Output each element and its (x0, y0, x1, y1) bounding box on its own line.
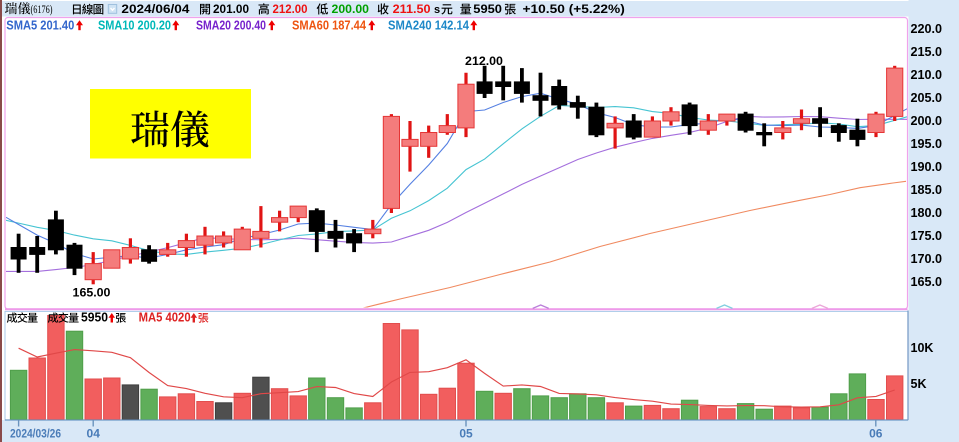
svg-text:5950: 5950 (473, 4, 502, 16)
svg-text:205.0: 205.0 (911, 91, 943, 105)
svg-text:SMA10 200.20: SMA10 200.20 (98, 18, 171, 33)
svg-text:195.0: 195.0 (911, 137, 943, 151)
svg-text:SMA60 187.44: SMA60 187.44 (292, 18, 367, 33)
svg-text:165.0: 165.0 (911, 275, 943, 289)
svg-text:200.0: 200.0 (911, 114, 943, 128)
svg-text:(6176): (6176) (31, 2, 53, 16)
svg-text:185.0: 185.0 (911, 183, 943, 197)
svg-text:190.0: 190.0 (911, 160, 943, 174)
svg-text:201.00: 201.00 (213, 4, 249, 16)
svg-text:180.0: 180.0 (911, 206, 943, 220)
svg-text:04: 04 (87, 427, 101, 441)
svg-text:10K: 10K (911, 341, 934, 355)
svg-text:220.0: 220.0 (911, 22, 943, 36)
svg-text:210.0: 210.0 (911, 68, 943, 82)
svg-text:170.0: 170.0 (911, 252, 943, 266)
svg-text:165.00: 165.00 (73, 286, 111, 300)
svg-text:175.0: 175.0 (911, 229, 943, 243)
svg-text:2024/03/26: 2024/03/26 (10, 427, 61, 441)
svg-text:200.00: 200.00 (332, 4, 370, 16)
svg-text:5950: 5950 (81, 311, 108, 325)
svg-text:211.50: 211.50 (393, 4, 431, 16)
svg-text:2024/06/04: 2024/06/04 (121, 4, 190, 16)
svg-text:212.00: 212.00 (465, 54, 503, 68)
svg-text:+10.50 (+5.22%): +10.50 (+5.22%) (523, 4, 626, 16)
svg-text:05: 05 (459, 427, 473, 441)
svg-text:MA5 4020: MA5 4020 (139, 311, 191, 325)
svg-text:s: s (434, 4, 440, 16)
svg-text:SMA20 200.40: SMA20 200.40 (196, 18, 266, 33)
svg-text:SMA240 142.14: SMA240 142.14 (388, 18, 470, 33)
svg-text:SMA5 201.40: SMA5 201.40 (6, 18, 74, 33)
svg-text:212.00: 212.00 (273, 4, 308, 16)
svg-text:215.0: 215.0 (911, 45, 943, 59)
svg-text:5K: 5K (911, 377, 927, 391)
svg-text:06: 06 (869, 427, 883, 441)
